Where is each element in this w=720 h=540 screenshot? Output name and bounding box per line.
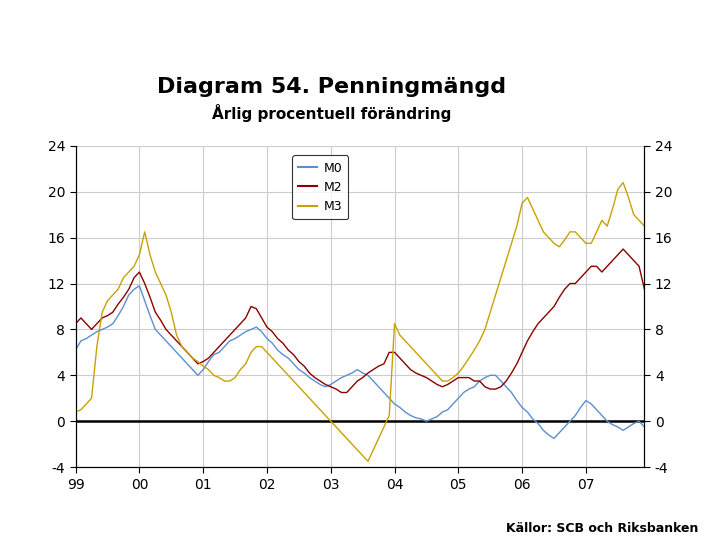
Text: Källor: SCB och Riksbanken: Källor: SCB och Riksbanken [506, 522, 698, 535]
Text: Diagram 54. Penningmängd: Diagram 54. Penningmängd [157, 77, 505, 97]
Text: SVERIGES
RIKSBANK: SVERIGES RIKSBANK [642, 63, 683, 76]
Legend: M0, M2, M3: M0, M2, M3 [292, 156, 348, 219]
Text: Årlig procentuell förändring: Årlig procentuell förändring [212, 104, 451, 122]
